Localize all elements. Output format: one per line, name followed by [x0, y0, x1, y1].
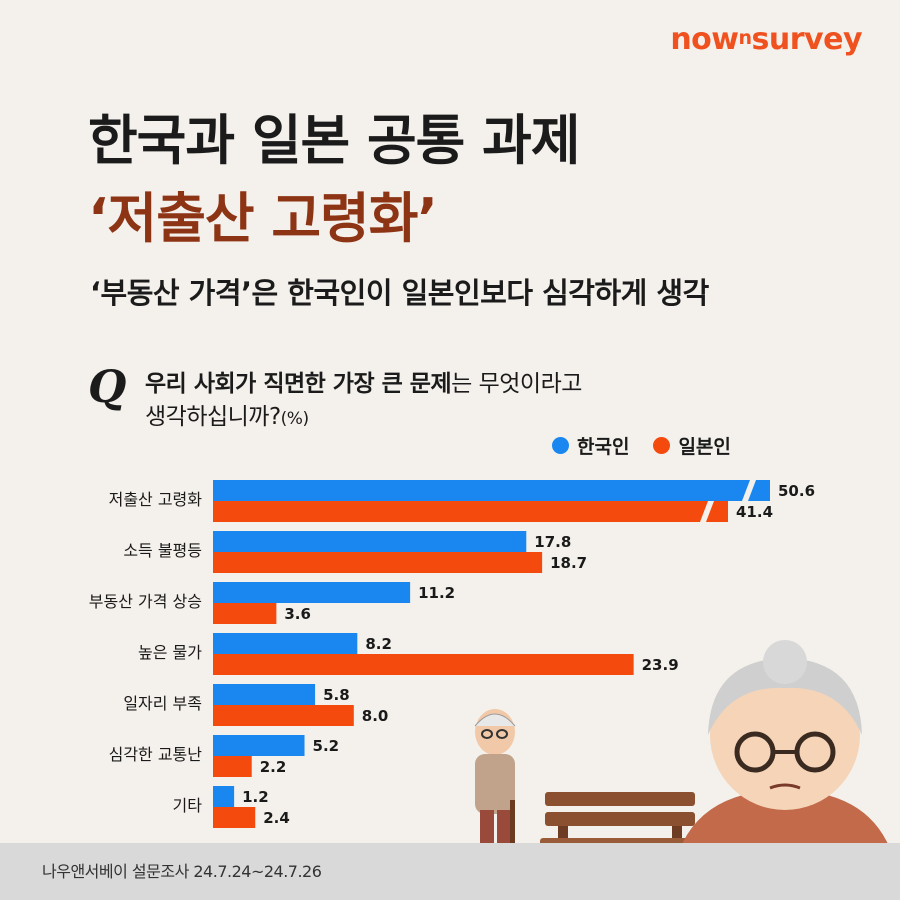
value-label: 50.6 — [778, 482, 815, 500]
bar-japan — [213, 807, 256, 828]
bar-japan — [213, 654, 634, 675]
brand-logo: nownsurvey — [670, 22, 862, 57]
footer-bar: 나우앤서베이 설문조사 24.7.24~24.7.26 — [0, 843, 900, 900]
subtitle: ‘부동산 가격’은 한국인이 일본인보다 심각하게 생각 — [90, 276, 709, 310]
value-label: 1.2 — [242, 788, 269, 806]
legend-dot-korea — [552, 437, 569, 454]
survey-source: 나우앤서베이 설문조사 24.7.24~24.7.26 — [42, 862, 322, 881]
bar-japan — [213, 756, 252, 777]
category-label: 저출산 고령화 — [109, 490, 203, 509]
category-label: 소득 불평등 — [123, 541, 202, 560]
bar-japan — [213, 552, 543, 573]
category-label: 일자리 부족 — [123, 694, 202, 713]
value-label: 8.0 — [362, 707, 389, 725]
bar-korea — [213, 735, 305, 756]
question-text: 우리 사회가 직면한 가장 큰 문제는 무엇이라고 생각하십니까?(%) — [145, 368, 745, 436]
bar-japan — [213, 603, 277, 624]
value-label: 18.7 — [550, 554, 587, 572]
legend-dot-japan — [653, 437, 671, 454]
legend-label-korea: 한국인 — [577, 436, 630, 458]
value-label: 5.8 — [323, 686, 350, 704]
chart-legend: 한국인 일본인 — [552, 432, 731, 459]
bar-japan — [213, 501, 728, 522]
bar-japan — [213, 705, 354, 726]
category-label: 높은 물가 — [138, 643, 202, 662]
axis-break-mark — [700, 501, 714, 522]
value-label: 2.2 — [260, 758, 287, 776]
value-label: 17.8 — [534, 533, 571, 551]
category-label: 부동산 가격 상승 — [89, 592, 202, 611]
title-line-2: ‘저출산 고령화’ — [88, 187, 438, 250]
bar-chart: 저출산 고령화 50.6 41.4 소득 불평등 17.8 18.7 부동산 가격 상승 11… — [89, 480, 815, 828]
value-label: 41.4 — [736, 503, 773, 521]
category-label: 기타 — [173, 796, 203, 815]
value-label: 23.9 — [642, 656, 679, 674]
bar-korea — [213, 480, 770, 501]
question-unit: (%) — [280, 409, 309, 429]
value-label: 3.6 — [284, 605, 311, 623]
bar-korea — [213, 786, 235, 807]
bar-korea — [213, 531, 527, 552]
legend-item-korea: 한국인 — [552, 432, 629, 459]
legend-item-japan: 일본인 — [653, 432, 731, 459]
bar-korea — [213, 633, 358, 654]
question-bold: 우리 사회가 직면한 가장 큰 문제 — [145, 371, 452, 397]
grandmother-icon — [670, 640, 900, 900]
question-line2: 생각하십니까? — [145, 404, 281, 430]
elderly-people-illustration — [474, 640, 900, 900]
title-line-1: 한국과 일본 공통 과제 — [88, 109, 581, 172]
axis-break-mark — [742, 480, 756, 501]
value-label: 2.4 — [263, 809, 290, 827]
question-mark-label: Q — [88, 362, 127, 413]
value-label: 5.2 — [313, 737, 340, 755]
question-rest: 는 무엇이라고 — [451, 371, 582, 397]
bar-korea — [213, 684, 316, 705]
legend-label-japan: 일본인 — [678, 436, 731, 458]
category-label: 심각한 교통난 — [109, 745, 203, 764]
bar-korea — [213, 582, 411, 603]
value-label: 8.2 — [365, 635, 392, 653]
value-label: 11.2 — [418, 584, 455, 602]
